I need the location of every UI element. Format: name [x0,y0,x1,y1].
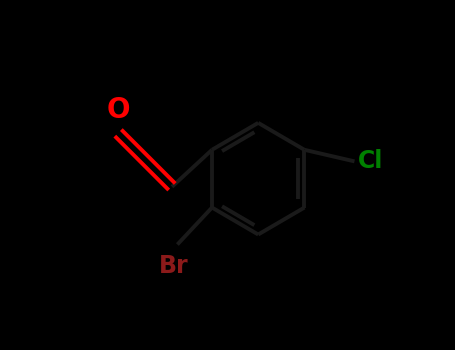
Text: Br: Br [159,254,188,278]
Text: Cl: Cl [359,149,384,173]
Text: O: O [106,96,130,124]
